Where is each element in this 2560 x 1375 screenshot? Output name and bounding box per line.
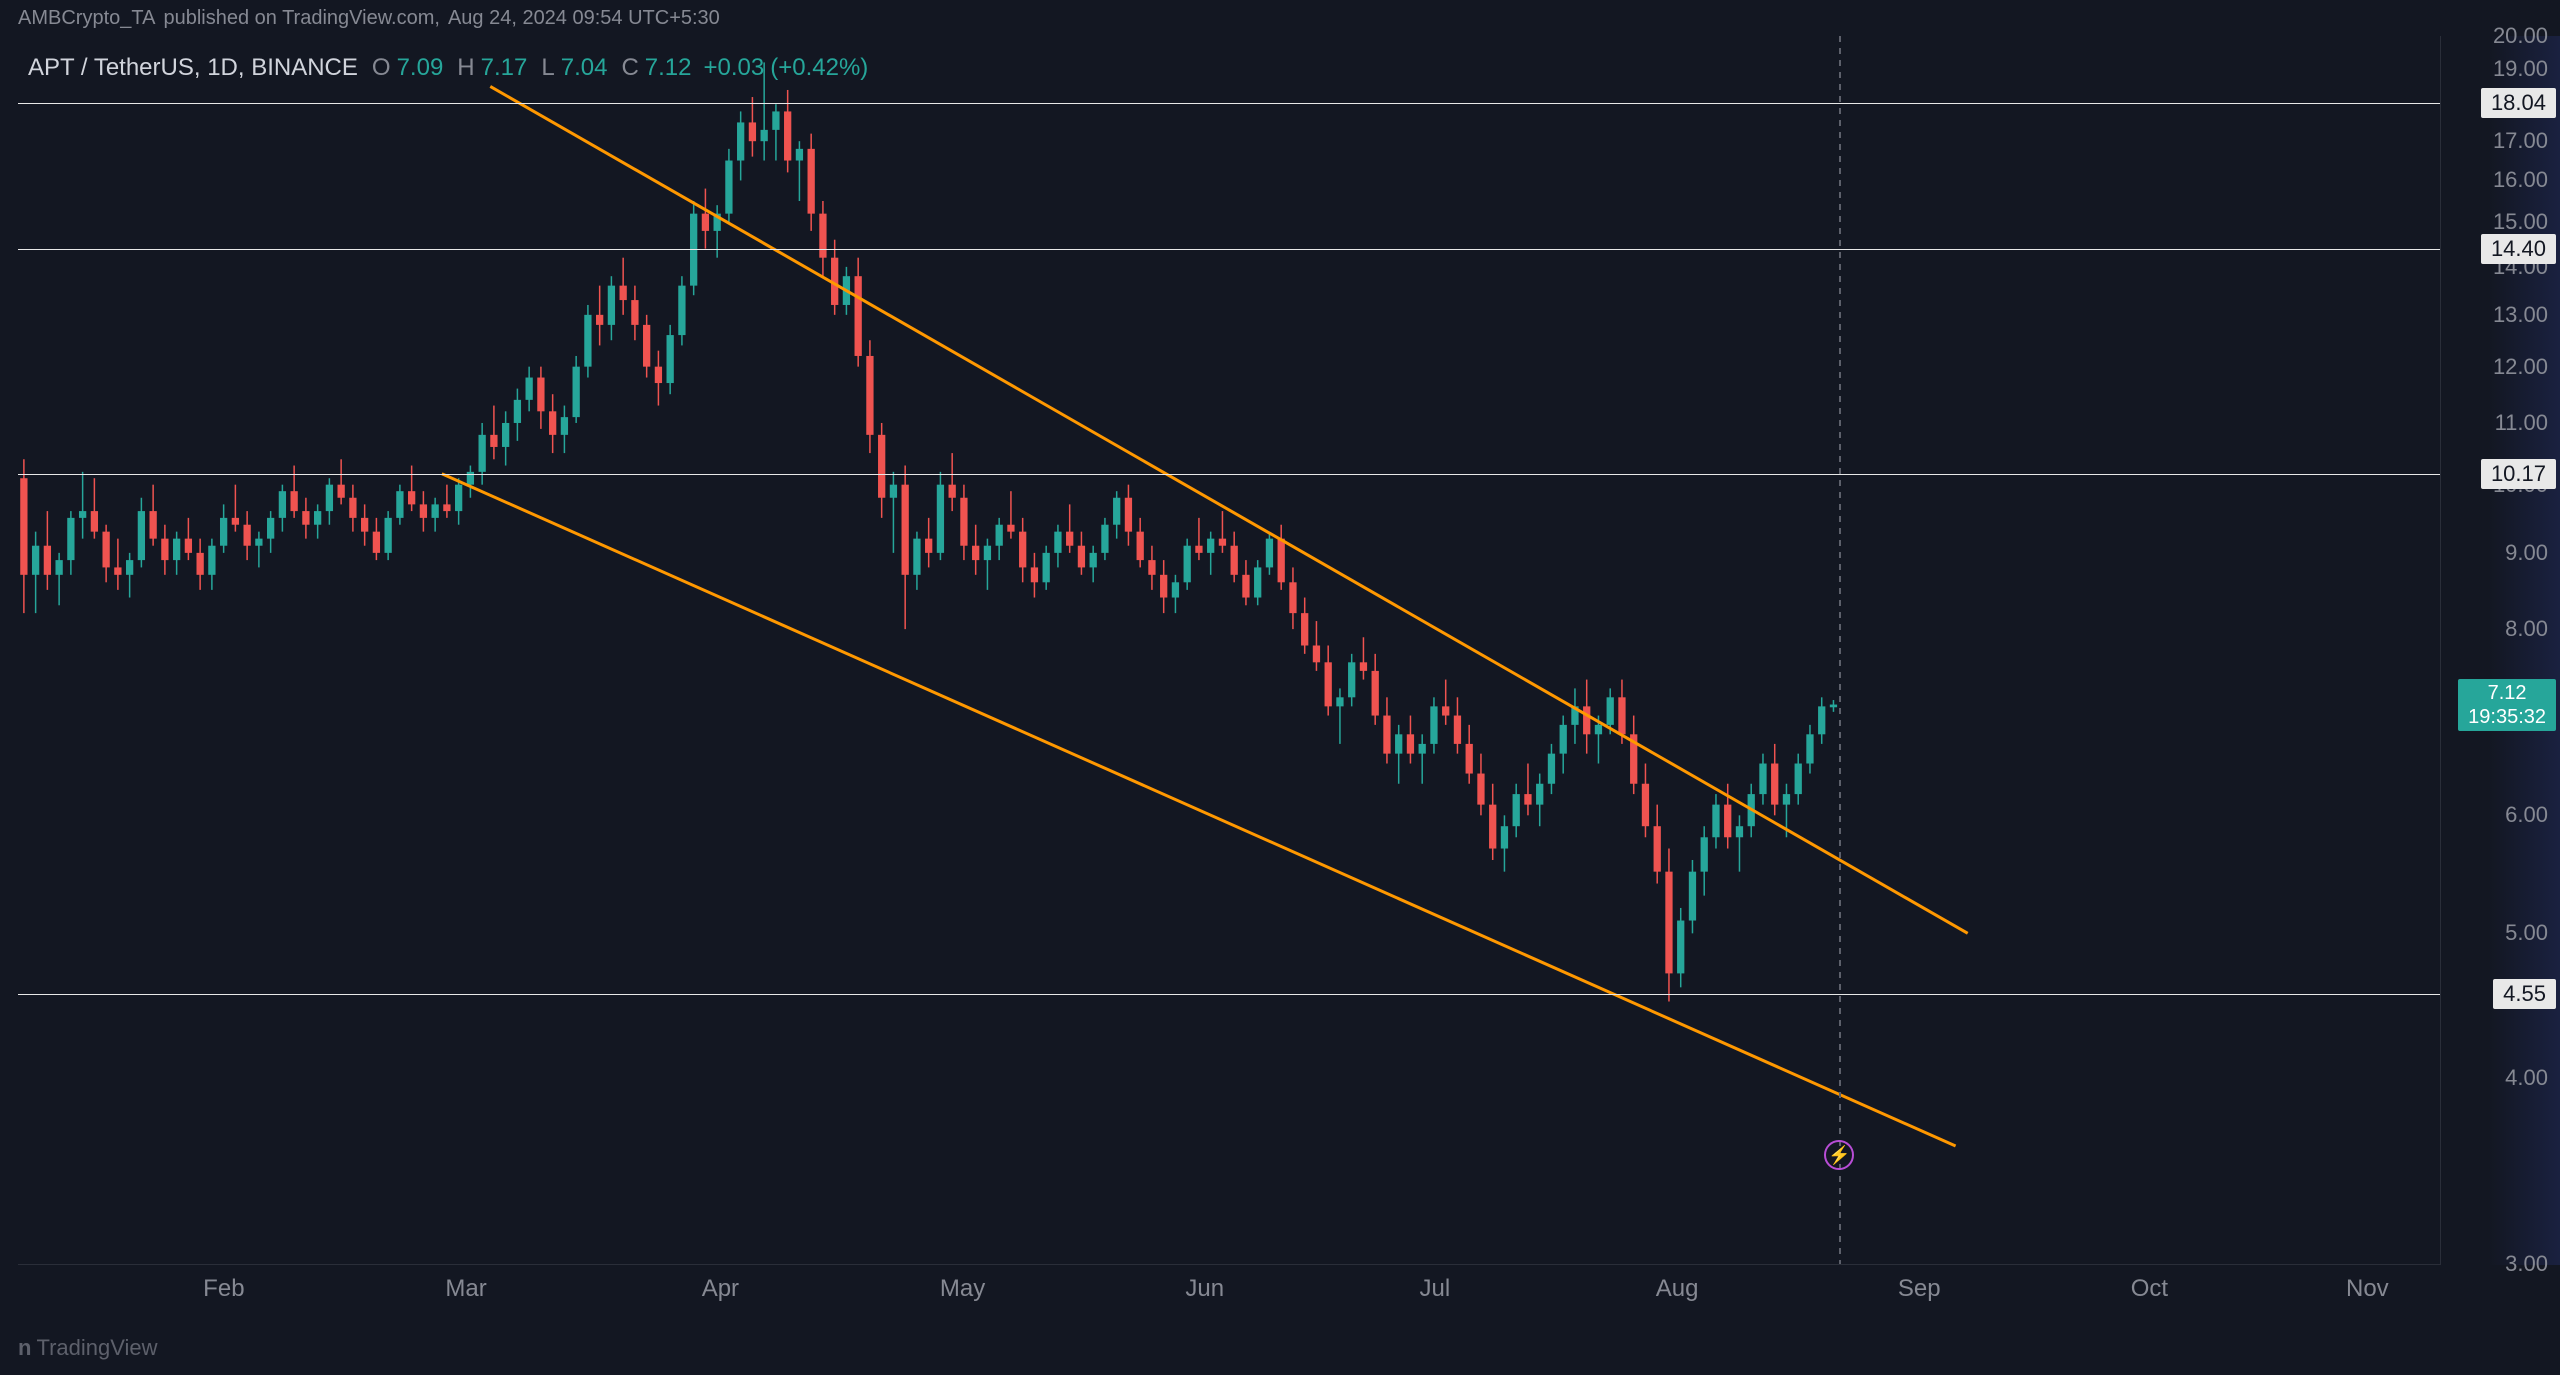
x-tick: Aug [1656, 1275, 1699, 1303]
y-tick: 11.00 [2495, 410, 2548, 436]
event-lightning-icon[interactable]: ⚡ [1824, 1140, 1854, 1170]
price-level-line[interactable] [18, 103, 2440, 104]
price-level-label: 18.04 [2481, 88, 2556, 118]
watermark-text: TradingView [36, 1335, 157, 1361]
y-tick: 3.00 [2505, 1251, 2548, 1277]
x-axis[interactable]: Feb Mar Apr May Jun Jul Aug Sep Oct Nov [18, 1265, 2440, 1315]
y-tick: 6.00 [2505, 802, 2548, 828]
y-tick: 9.00 [2505, 540, 2548, 566]
time-cursor [1839, 36, 1841, 1264]
x-tick: Apr [702, 1275, 739, 1303]
y-tick: 12.00 [2493, 354, 2548, 380]
price-level-line[interactable] [18, 249, 2440, 250]
published-text: published on TradingView.com, [163, 7, 439, 30]
trendline[interactable] [490, 86, 1967, 933]
y-tick: 5.00 [2505, 920, 2548, 946]
y-tick: 19.00 [2493, 56, 2548, 82]
x-tick: Sep [1898, 1275, 1941, 1303]
x-tick: May [940, 1275, 985, 1303]
price-level-label: 14.40 [2481, 234, 2556, 264]
y-tick: 4.00 [2505, 1065, 2548, 1091]
price-level-line[interactable] [18, 994, 2440, 995]
price-level-label: 4.55 [2493, 979, 2556, 1009]
y-tick: 15.00 [2493, 209, 2548, 235]
candlestick-svg [18, 36, 2440, 1264]
y-tick: 20.00 [2493, 23, 2548, 49]
y-tick: 13.00 [2493, 302, 2548, 328]
x-tick: Jun [1185, 1275, 1224, 1303]
chart-container: AMBCrypto_TA published on TradingView.co… [0, 0, 2560, 1375]
tradingview-watermark: n TradingView [18, 1335, 158, 1361]
x-tick: Jul [1420, 1275, 1451, 1303]
y-tick: 16.00 [2493, 167, 2548, 193]
current-price-label: 7.1219:35:32 [2458, 679, 2556, 731]
y-tick: 8.00 [2505, 616, 2548, 642]
price-level-label: 10.17 [2481, 459, 2556, 489]
x-tick: Nov [2346, 1275, 2389, 1303]
price-level-line[interactable] [18, 474, 2440, 475]
y-axis[interactable]: 3.004.005.006.007.008.009.0010.0011.0012… [2440, 36, 2560, 1265]
x-tick: Feb [203, 1275, 244, 1303]
x-tick: Oct [2131, 1275, 2168, 1303]
author-name: AMBCrypto_TA [18, 7, 155, 30]
x-tick: Mar [445, 1275, 486, 1303]
publish-timestamp: Aug 24, 2024 09:54 UTC+5:30 [448, 7, 720, 30]
y-tick: 17.00 [2493, 128, 2548, 154]
plot-area[interactable]: ⚡ [18, 36, 2440, 1265]
publish-header: AMBCrypto_TA published on TradingView.co… [0, 0, 2560, 36]
tradingview-logo-icon: n [18, 1335, 30, 1361]
